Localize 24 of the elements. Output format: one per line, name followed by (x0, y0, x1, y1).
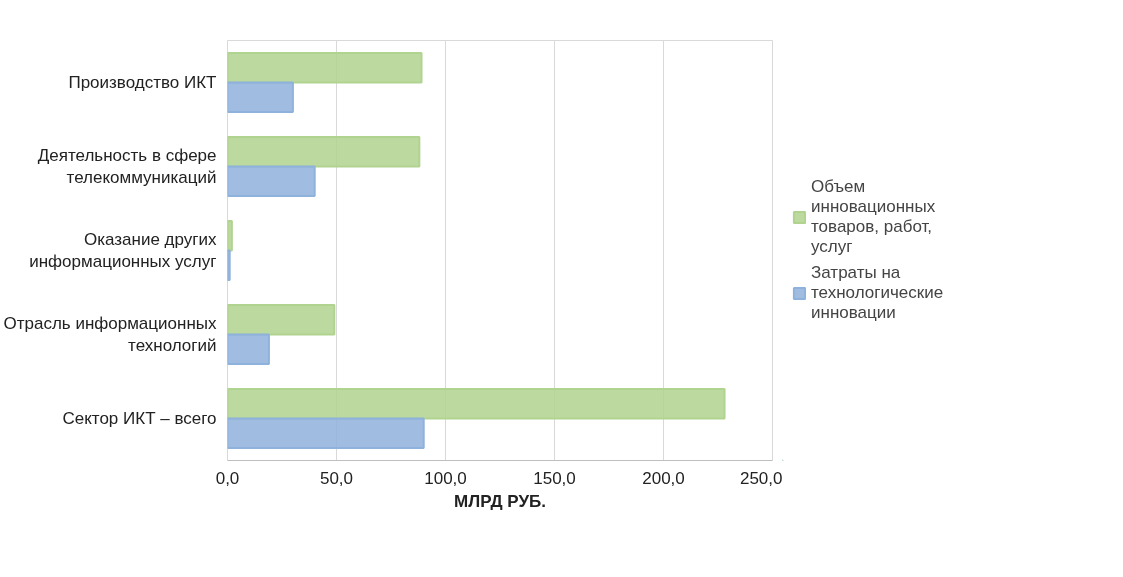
bar (227, 333, 270, 365)
y-tick-label: Отрасль информационных технологий (3, 313, 217, 356)
y-tick-label: Производство ИКТ (68, 73, 217, 92)
bar (227, 220, 233, 252)
bar (227, 304, 336, 336)
x-tick-label: 200,0 (642, 468, 685, 488)
bar (227, 52, 423, 84)
bar (227, 388, 726, 420)
x-axis-title: МЛРД РУБ. (454, 491, 546, 511)
y-tick-label: Оказание других информационных услуг (29, 229, 217, 272)
bar (227, 165, 316, 197)
bar (227, 136, 421, 168)
legend-label: Затраты на технологические инновации (811, 263, 944, 323)
x-tick-label: 250,0 (739, 468, 783, 488)
x-tick-label: 150,0 (533, 468, 576, 488)
x-tick-label: 100,0 (424, 468, 467, 488)
bar (227, 417, 425, 449)
y-tick-label: Сектор ИКТ – всего (62, 409, 217, 428)
bar (227, 249, 231, 281)
y-tick-label: Деятельность в сфере телекоммуникаций (37, 145, 217, 188)
x-tick-label: 0,0 (215, 468, 240, 488)
bar (227, 81, 294, 113)
x-tick-label: 50,0 (319, 468, 354, 488)
legend-label: Объем инновационных товаров, работ, услуг (811, 177, 936, 257)
